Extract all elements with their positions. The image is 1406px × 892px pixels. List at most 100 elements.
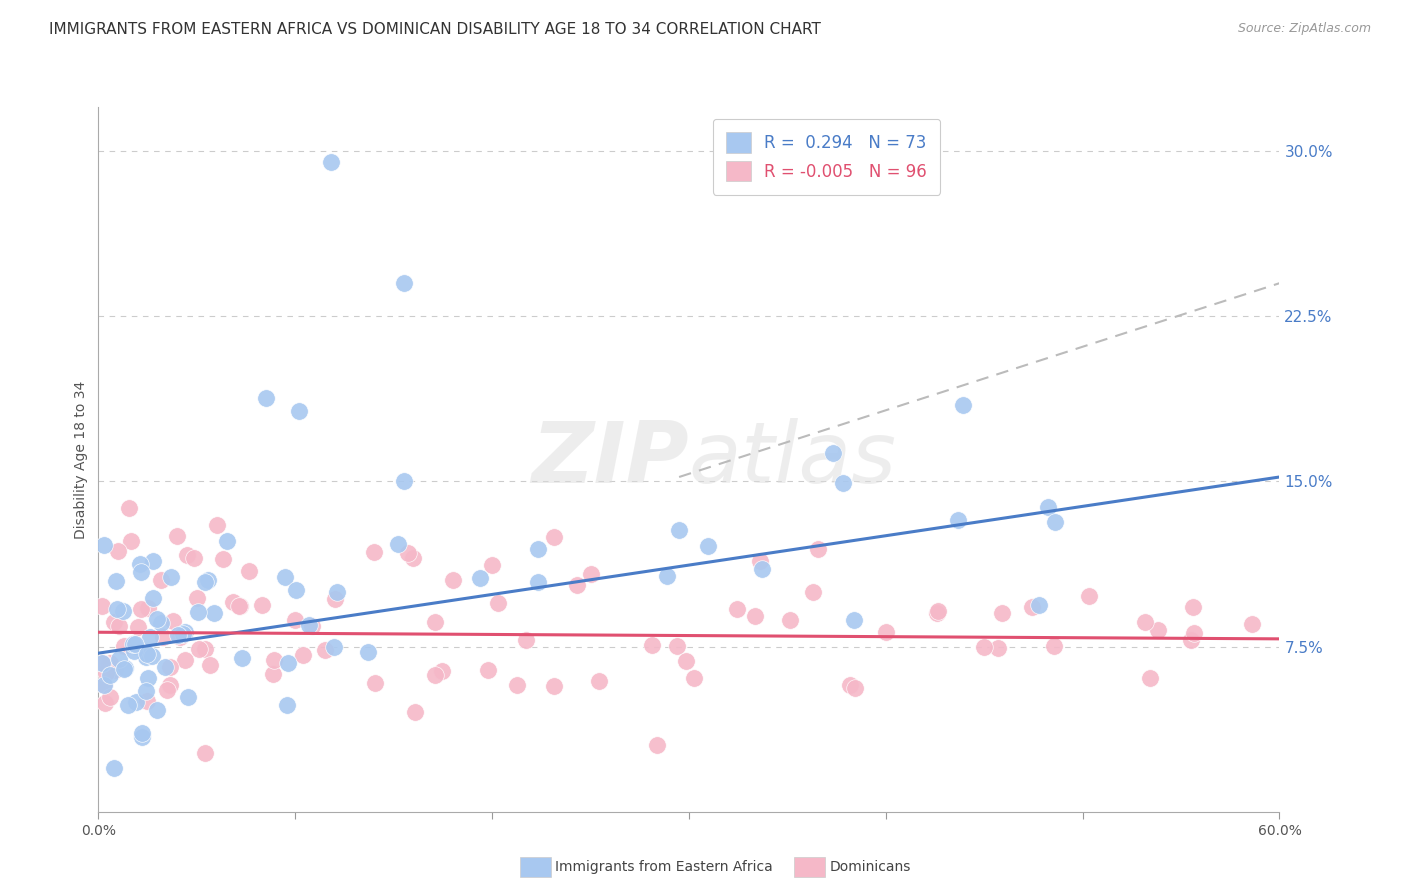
- Point: [527, 575, 550, 590]
- Point: [1021, 599, 1043, 614]
- Point: [725, 602, 748, 616]
- Point: [274, 569, 297, 583]
- Point: [112, 639, 135, 653]
- Point: [205, 518, 228, 533]
- Point: [323, 591, 346, 606]
- Point: [990, 606, 1012, 620]
- Point: [579, 566, 602, 581]
- Point: [159, 570, 181, 584]
- Point: [125, 695, 148, 709]
- Point: [156, 682, 179, 697]
- Point: [288, 404, 311, 418]
- Point: [172, 626, 194, 640]
- Point: [683, 671, 706, 685]
- Point: [93, 539, 115, 553]
- Text: Source: ZipAtlas.com: Source: ZipAtlas.com: [1237, 22, 1371, 36]
- Point: [98, 668, 121, 682]
- Point: [1133, 615, 1156, 630]
- Point: [675, 654, 697, 668]
- Point: [112, 662, 135, 676]
- Point: [839, 678, 862, 692]
- Point: [946, 513, 969, 527]
- Point: [145, 703, 167, 717]
- Point: [152, 630, 174, 644]
- Point: [425, 615, 447, 629]
- Point: [166, 529, 188, 543]
- Point: [131, 731, 153, 745]
- Point: [91, 656, 114, 670]
- Point: [174, 625, 197, 640]
- Point: [138, 601, 160, 615]
- Point: [169, 630, 191, 644]
- Point: [285, 582, 308, 597]
- Point: [588, 673, 610, 688]
- Point: [314, 643, 336, 657]
- Point: [842, 613, 865, 627]
- Point: [118, 501, 141, 516]
- Point: [392, 277, 415, 291]
- Point: [108, 651, 131, 665]
- Point: [229, 599, 252, 613]
- Point: [114, 660, 136, 674]
- Point: [423, 667, 446, 681]
- Point: [141, 648, 163, 663]
- Point: [121, 637, 143, 651]
- Point: [186, 591, 208, 606]
- Point: [927, 606, 949, 620]
- Point: [215, 534, 238, 549]
- Point: [107, 544, 129, 558]
- Point: [105, 601, 128, 615]
- Point: [952, 398, 974, 412]
- Point: [138, 630, 160, 644]
- Point: [129, 601, 152, 615]
- Point: [254, 391, 277, 405]
- Text: Dominicans: Dominicans: [830, 860, 911, 874]
- Point: [645, 738, 668, 752]
- Point: [441, 574, 464, 588]
- Point: [187, 641, 209, 656]
- Point: [173, 653, 195, 667]
- Point: [1182, 626, 1205, 640]
- Point: [228, 599, 250, 614]
- Point: [262, 666, 284, 681]
- Point: [326, 584, 349, 599]
- Point: [124, 644, 146, 658]
- Point: [197, 574, 219, 588]
- Point: [103, 761, 125, 775]
- Point: [987, 640, 1010, 655]
- Point: [103, 615, 125, 629]
- Point: [477, 663, 499, 677]
- Point: [779, 613, 801, 627]
- Point: [641, 638, 664, 652]
- Point: [668, 523, 690, 537]
- Point: [135, 650, 157, 665]
- Point: [222, 594, 245, 608]
- Point: [973, 640, 995, 654]
- Text: IMMIGRANTS FROM EASTERN AFRICA VS DOMINICAN DISABILITY AGE 18 TO 34 CORRELATION : IMMIGRANTS FROM EASTERN AFRICA VS DOMINI…: [49, 22, 821, 37]
- Point: [93, 677, 115, 691]
- Point: [751, 562, 773, 576]
- Point: [291, 648, 314, 662]
- Text: Immigrants from Eastern Africa: Immigrants from Eastern Africa: [555, 860, 773, 874]
- Text: atlas: atlas: [689, 417, 897, 501]
- Point: [832, 475, 855, 490]
- Point: [357, 645, 380, 659]
- Point: [187, 605, 209, 619]
- Point: [1180, 632, 1202, 647]
- Point: [135, 647, 157, 661]
- Point: [198, 658, 221, 673]
- Point: [117, 698, 139, 713]
- Point: [120, 534, 142, 549]
- Point: [432, 664, 454, 678]
- Point: [319, 155, 342, 169]
- Point: [98, 657, 121, 671]
- Legend: R =  0.294   N = 73, R = -0.005   N = 96: R = 0.294 N = 73, R = -0.005 N = 96: [713, 119, 941, 194]
- Point: [150, 616, 173, 631]
- Point: [159, 659, 181, 673]
- Point: [1181, 599, 1204, 614]
- Text: ZIP: ZIP: [531, 417, 689, 501]
- Point: [194, 747, 217, 761]
- Point: [364, 676, 387, 690]
- Point: [211, 552, 233, 566]
- Point: [801, 585, 824, 599]
